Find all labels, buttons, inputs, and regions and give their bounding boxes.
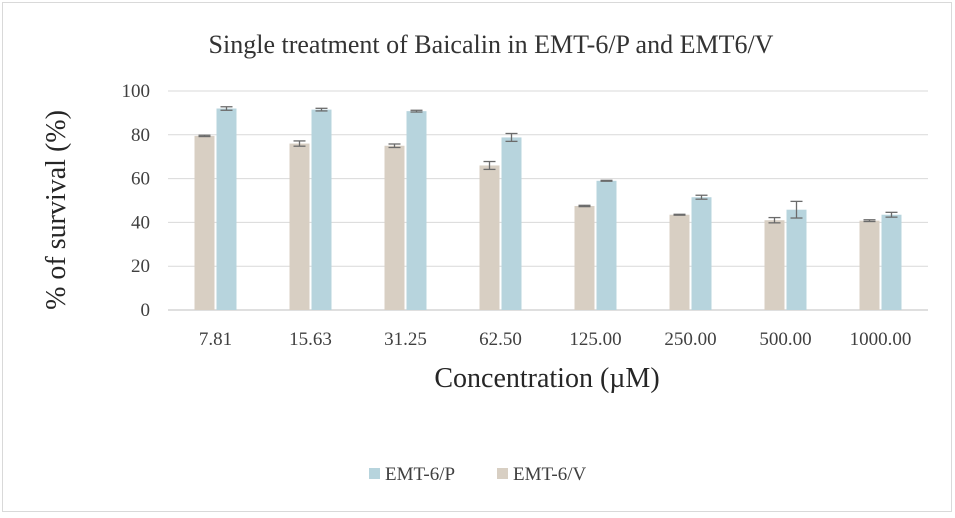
y-tick-label: 0 xyxy=(141,300,151,321)
error-bar xyxy=(673,213,686,216)
error-bar xyxy=(790,200,803,219)
error-bar xyxy=(863,219,876,223)
error-bar xyxy=(315,107,328,112)
error-bar xyxy=(293,140,306,147)
bar-emt-6-v-500.00 xyxy=(764,220,785,310)
legend-label: EMT-6/P xyxy=(385,464,455,485)
y-tick-labels: 0 20 40 60 80 100 xyxy=(122,81,151,321)
x-tick-label: 500.00 xyxy=(759,329,811,350)
error-bars xyxy=(198,106,898,224)
error-bar xyxy=(600,179,613,182)
bar-emt-6-v-7.81 xyxy=(194,135,215,310)
bar-emt-6-v-62.50 xyxy=(479,165,500,310)
y-tick-label: 60 xyxy=(131,169,150,190)
bar-emt-6-v-31.25 xyxy=(384,145,405,310)
legend: EMT-6/P EMT-6/V xyxy=(369,464,586,485)
y-tick-label: 80 xyxy=(131,125,150,146)
x-axis-title: Concentration (µM) xyxy=(434,363,659,394)
bar-emt-6-v-250.00 xyxy=(669,214,690,310)
bar-emt-6-p-31.25 xyxy=(406,111,427,310)
bar-emt-6-p-500.00 xyxy=(786,209,807,310)
x-tick-label: 62.50 xyxy=(479,329,522,350)
bar-emt-6-v-1000.00 xyxy=(859,220,880,310)
error-bar xyxy=(505,132,518,143)
legend-swatch xyxy=(369,468,380,479)
legend-item-emt-6-v: EMT-6/V xyxy=(497,464,586,485)
bar-emt-6-p-7.81 xyxy=(216,108,237,311)
error-bar xyxy=(410,109,423,113)
x-tick-label: 250.00 xyxy=(664,329,716,350)
x-tick-labels: 7.81 15.63 31.25 62.50 125.00 250.00 500.00 100… xyxy=(199,329,912,350)
error-bar xyxy=(198,134,211,138)
x-tick-label: 125.00 xyxy=(569,329,621,350)
y-axis-title: % of survival (%) xyxy=(41,110,72,310)
error-bar xyxy=(885,211,898,218)
legend-swatch xyxy=(497,468,508,479)
bar-emt-6-p-125.00 xyxy=(596,180,617,310)
legend-label: EMT-6/V xyxy=(513,464,586,485)
bar-emt-6-p-15.63 xyxy=(311,109,332,311)
gridlines xyxy=(168,90,928,311)
bar-emt-6-v-15.63 xyxy=(289,143,310,310)
bar-emt-6-p-62.50 xyxy=(501,137,522,310)
error-bar xyxy=(220,106,233,111)
chart-frame: Single treatment of Baicalin in EMT-6/P … xyxy=(2,2,952,512)
y-tick-label: 20 xyxy=(131,256,150,277)
bar-emt-6-p-250.00 xyxy=(691,197,712,310)
bars xyxy=(194,108,902,311)
bar-chart: Single treatment of Baicalin in EMT-6/P … xyxy=(41,30,928,485)
y-tick-label: 100 xyxy=(122,81,151,102)
bar-emt-6-p-1000.00 xyxy=(881,214,902,310)
error-bar xyxy=(388,143,401,149)
bar-emt-6-v-125.00 xyxy=(574,205,595,310)
chart-title: Single treatment of Baicalin in EMT-6/P … xyxy=(209,30,774,59)
x-tick-label: 15.63 xyxy=(289,329,332,350)
error-bar xyxy=(768,216,781,224)
error-bar xyxy=(578,204,591,208)
y-tick-label: 40 xyxy=(131,212,150,233)
error-bar xyxy=(695,194,708,200)
legend-item-emt-6-p: EMT-6/P xyxy=(369,464,455,485)
error-bar xyxy=(483,160,496,171)
x-tick-label: 31.25 xyxy=(384,329,427,350)
x-tick-label: 1000.00 xyxy=(850,329,912,350)
x-tick-label: 7.81 xyxy=(199,329,232,350)
